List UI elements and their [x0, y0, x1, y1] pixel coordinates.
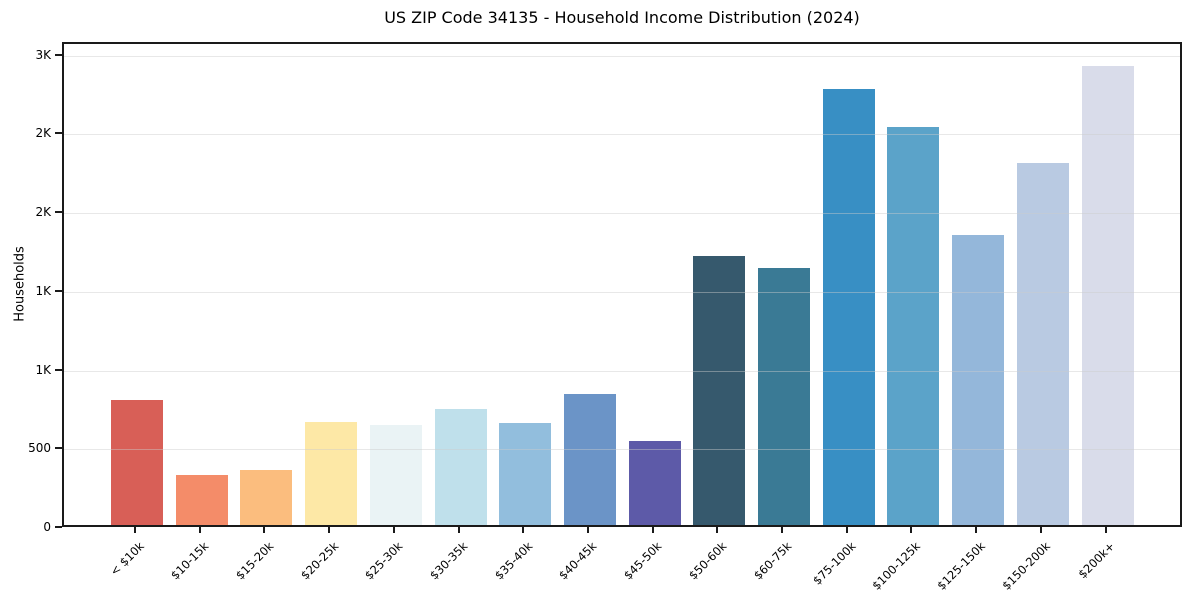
bar-10k: [111, 399, 163, 525]
y-tick-mark: [55, 211, 62, 214]
y-tick-label: 500: [28, 441, 51, 456]
y-tick-mark: [55, 289, 62, 292]
y-tick-label: 2K: [35, 126, 51, 141]
x-tick-mark: [781, 527, 783, 533]
bar-200k: [1081, 66, 1134, 525]
bar-75-100k: [822, 88, 875, 525]
bar-35-40k: [499, 422, 552, 525]
bar-30-35k: [434, 408, 487, 525]
y-tick-mark: [55, 368, 62, 371]
y-tick-mark: [55, 53, 62, 56]
x-tick-label-text: $125-150k: [934, 539, 988, 590]
x-tick-mark: [328, 527, 331, 533]
x-tick-mark: [198, 527, 201, 533]
y-tick-mark: [55, 526, 62, 528]
x-tick-mark: [522, 527, 525, 533]
bar-25-30k: [369, 425, 422, 525]
x-tick-label-text: $15-20k: [232, 539, 277, 583]
gridline-1000: [64, 370, 1180, 372]
gridline-1500: [64, 291, 1180, 293]
x-tick-label-text: $30-35k: [426, 539, 471, 583]
y-tick-label: 3K: [35, 47, 51, 62]
x-tick-mark: [457, 527, 460, 533]
x-tick-label-text: $35-40k: [491, 539, 536, 583]
bar-125-150k: [952, 235, 1005, 525]
y-tick-label: 2K: [35, 205, 51, 220]
chart-title: US ZIP Code 34135 - Household Income Dis…: [384, 8, 860, 27]
x-tick-mark: [716, 527, 719, 533]
x-tick-mark: [651, 527, 654, 533]
bar-40-45k: [563, 394, 616, 525]
x-tick-mark: [586, 527, 589, 533]
bar-20-25k: [305, 421, 358, 525]
bar-15-20k: [240, 469, 293, 525]
bar-10-15k: [175, 474, 228, 525]
bar-50-60k: [693, 255, 746, 525]
y-tick-label: 1K: [35, 283, 51, 298]
x-tick-label-text: $20-25k: [297, 539, 341, 583]
bar-45-50k: [628, 440, 681, 525]
x-tick-label-text: $25-30k: [362, 539, 406, 583]
gridline-500: [64, 449, 1180, 451]
bar-60-75k: [758, 268, 810, 525]
gridline-3000: [64, 55, 1180, 57]
x-tick-mark: [392, 527, 395, 533]
x-tick-mark: [1039, 527, 1042, 533]
gridline-2500: [64, 134, 1180, 136]
x-tick-label-text: $40-45k: [556, 539, 600, 583]
x-tick-label-text: $150-200k: [998, 539, 1053, 590]
x-tick-mark: [134, 527, 136, 533]
x-tick-label-text: $200k+: [1075, 539, 1118, 582]
y-tick-mark: [55, 447, 62, 450]
y-tick-mark: [55, 132, 62, 135]
x-tick-label-text: $100-125k: [869, 539, 924, 590]
x-tick-mark: [263, 527, 266, 533]
plot-area: [62, 42, 1182, 527]
x-tick-mark: [845, 527, 848, 533]
x-tick-label-text: $60-75k: [750, 539, 794, 583]
x-tick-label-text: $45-50k: [621, 539, 665, 583]
x-tick-label-text: < $10k: [107, 539, 147, 579]
gridline-2000: [64, 213, 1180, 215]
x-tick-label-text: $75-100k: [809, 539, 859, 588]
x-tick-label-text: $10-15k: [168, 539, 212, 583]
y-tick-label: 0: [43, 520, 51, 534]
bar-100-125k: [887, 126, 940, 525]
x-tick-label-text: $50-60k: [685, 539, 730, 583]
bar-150-200k: [1016, 162, 1069, 525]
x-tick-mark: [910, 527, 913, 533]
x-tick-mark: [975, 527, 978, 533]
y-tick-label: 1K: [35, 362, 51, 377]
x-tick-mark: [1104, 527, 1107, 533]
